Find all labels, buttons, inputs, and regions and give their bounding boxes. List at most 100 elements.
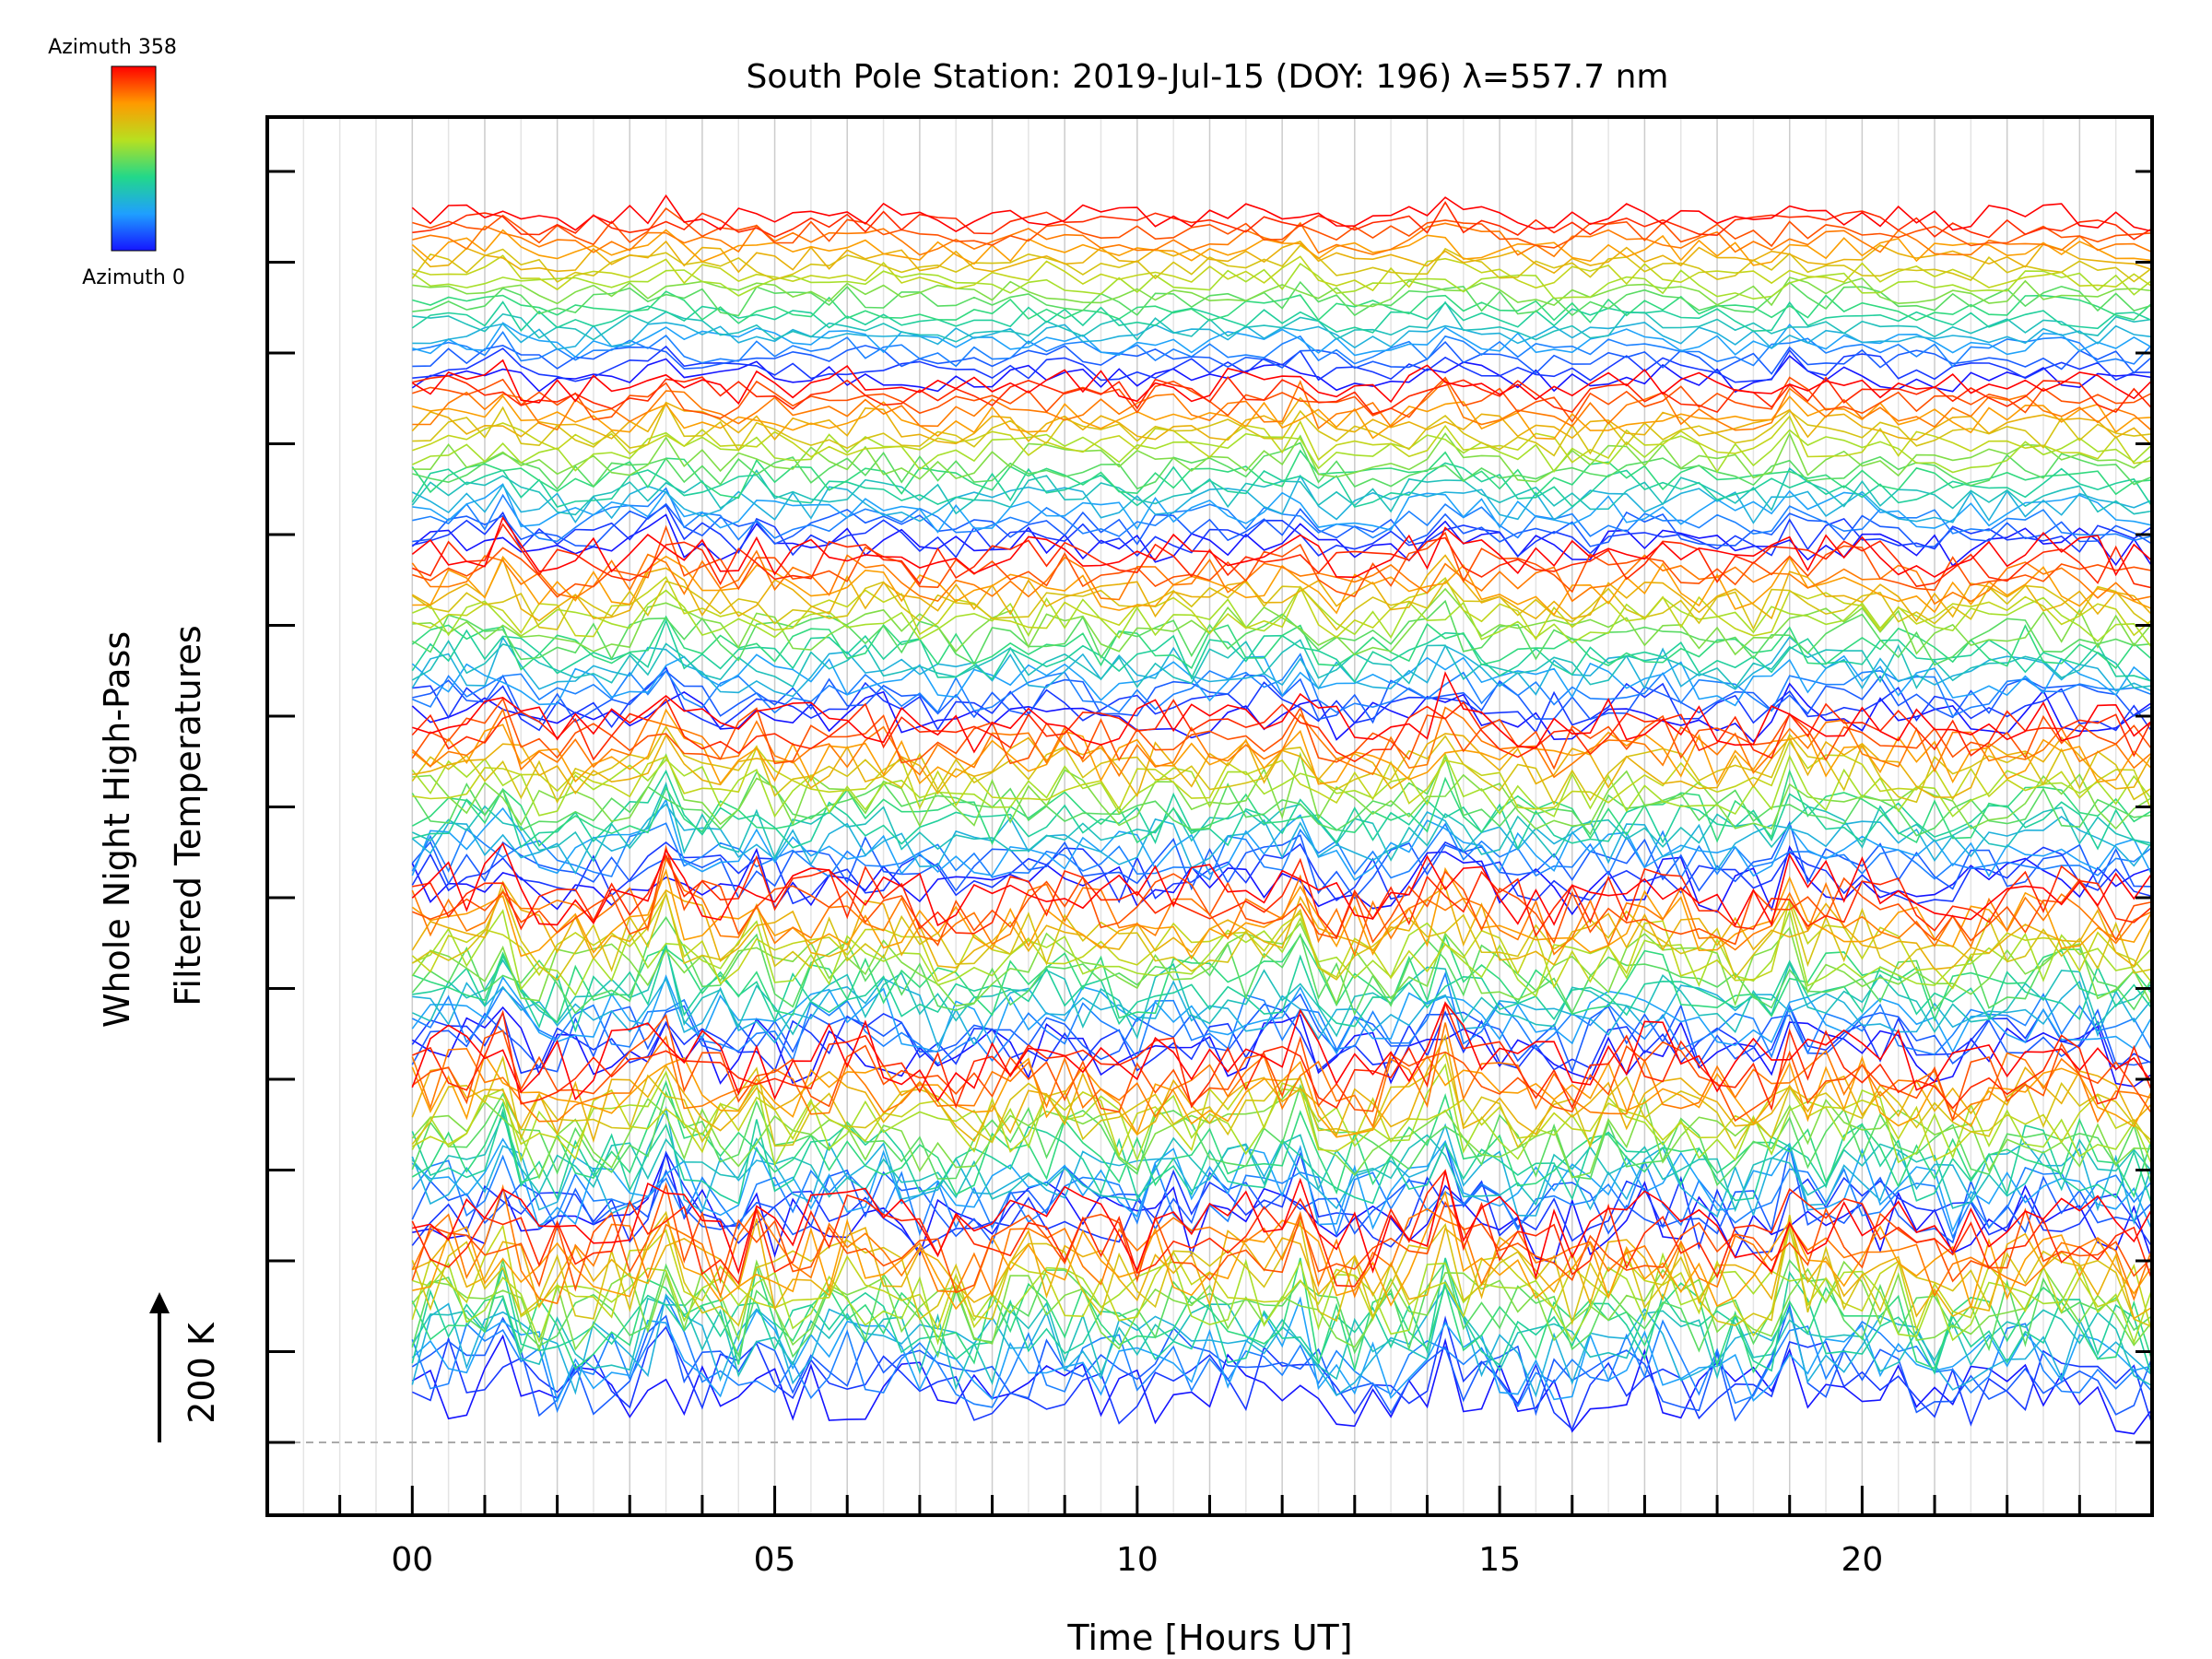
azimuth-trace [411,1154,2152,1240]
x-tick-label: 10 [1116,1541,1159,1579]
azimuth-trace [411,554,2152,622]
ticks: 00 05 10 15 20 [267,170,2152,1579]
colorbar-top-label: Azimuth 358 [48,36,177,59]
traces [411,194,2152,1435]
scale-label: 200 K [182,1322,222,1424]
azimuth-trace [412,401,2152,457]
azimuth-trace [412,1171,2152,1280]
colorbar [111,65,157,252]
azimuth-trace [412,280,2152,317]
x-axis-label: Time [Hours UT] [1066,1618,1352,1658]
x-tick-label: 00 [391,1541,433,1579]
azimuth-trace [411,1033,2152,1144]
azimuth-trace [411,262,2152,300]
azimuth-trace [412,934,2152,1024]
azimuth-trace [411,1137,2152,1233]
azimuth-trace [411,1218,2152,1320]
azimuth-trace [411,697,2152,771]
azimuth-trace [411,515,2152,579]
azimuth-trace [411,474,2152,524]
azimuth-trace [411,752,2152,818]
azimuth-trace [412,769,2152,851]
azimuth-trace [411,513,2152,568]
azimuth-trace [411,240,2152,275]
azimuth-trace [412,575,2152,641]
azimuth-trace [411,797,2152,881]
azimuth-trace [411,396,2152,446]
azimuth-trace [412,502,2152,547]
azimuth-trace [411,1022,2152,1129]
x-tick-label: 15 [1478,1541,1521,1579]
azimuth-trace [411,1315,2152,1430]
y-axis-label-line1: Whole Night High-Pass [97,631,137,1028]
azimuth-trace [411,639,2152,689]
azimuth-trace [412,1190,2152,1311]
azimuth-trace [411,698,2152,763]
azimuth-trace [412,300,2152,343]
azimuth-trace [412,394,2152,441]
azimuth-trace [411,615,2152,671]
azimuth-trace [412,665,2152,734]
azimuth-trace [411,769,2152,847]
azimuth-trace [411,549,2152,606]
azimuth-trace [411,1083,2152,1188]
azimuth-trace [411,880,2152,971]
azimuth-trace [411,449,2152,500]
azimuth-trace [411,1063,2152,1167]
azimuth-trace [412,504,2152,559]
azimuth-trace [411,636,2152,698]
azimuth-trace [411,866,2152,960]
azimuth-trace [411,942,2152,1040]
y-axis-label-line2: Filtered Temperatures [168,625,208,1006]
azimuth-trace [411,974,2152,1055]
azimuth-trace [411,842,2152,927]
azimuth-trace [411,892,2152,990]
azimuth-trace [411,781,2152,863]
azimuth-trace [411,887,2152,982]
azimuth-trace [412,524,2152,598]
azimuth-trace [411,1334,2152,1435]
azimuth-trace [412,431,2152,483]
azimuth-trace [411,462,2152,508]
chart-title: South Pole Station: 2019-Jul-15 (DOY: 19… [747,58,1669,96]
azimuth-trace [411,1278,2152,1391]
azimuth-trace [412,290,2152,324]
azimuth-trace [411,682,2152,743]
x-tick-label: 20 [1841,1541,1883,1579]
azimuth-trace [411,585,2152,649]
azimuth-trace [411,194,2152,233]
azimuth-trace [411,820,2152,900]
azimuth-trace [411,1257,2152,1379]
azimuth-trace [412,671,2152,754]
azimuth-trace [411,1303,2152,1422]
azimuth-trace [411,359,2152,406]
azimuth-trace [412,739,2152,812]
azimuth-trace [412,483,2152,534]
azimuth-trace [411,1182,2152,1294]
azimuth-trace [412,207,2152,249]
azimuth-trace [412,555,2152,617]
azimuth-trace [411,1082,2152,1162]
azimuth-trace [412,375,2152,416]
azimuth-trace [412,977,2152,1049]
azimuth-trace [411,803,2152,875]
azimuth-trace [412,587,2152,656]
azimuth-trace [411,1001,2152,1102]
azimuth-trace [411,1259,2152,1353]
azimuth-trace [411,1223,2152,1337]
x-tick-label: 05 [754,1541,796,1579]
azimuth-trace [411,429,2152,474]
azimuth-trace [411,1257,2152,1374]
azimuth-trace [411,909,2152,998]
azimuth-trace [411,1000,2152,1112]
azimuth-trace [411,754,2152,837]
azimuth-trace [411,971,2152,1065]
azimuth-trace [411,1183,2152,1305]
azimuth-trace [412,254,2152,292]
azimuth-trace [412,201,2152,241]
colorbar-bottom-label: Azimuth 0 [82,266,185,289]
azimuth-trace [411,706,2152,779]
azimuth-trace [411,1295,2152,1414]
azimuth-trace [412,415,2152,465]
